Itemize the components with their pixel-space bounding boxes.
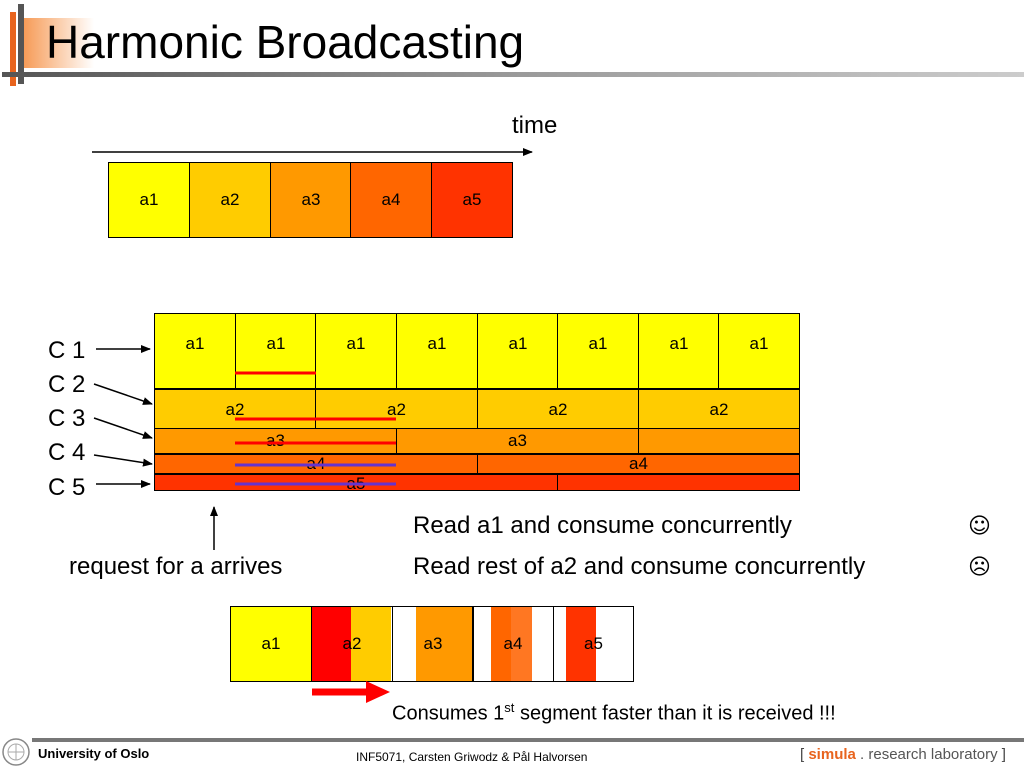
c1-segment: a1: [557, 313, 639, 389]
footer-course: INF5071, Carsten Griwodz & Pål Halvorsen: [356, 750, 588, 764]
bottom-segment-a3-fill: [416, 606, 472, 681]
channel-label-c1: C 1: [48, 337, 86, 364]
channel-label-c4: C 4: [48, 439, 86, 466]
smile-icon: ☺: [968, 514, 991, 539]
footer-lab: [ simula . research laboratory ]: [800, 746, 1006, 763]
c2-segment: a2: [477, 389, 639, 429]
c3-segment: a3: [154, 428, 397, 454]
bottom-segment-a4-fill-2: [511, 606, 532, 681]
c3-segment: a3: [396, 428, 639, 454]
c1-segment: a1: [154, 313, 236, 389]
page-title: Harmonic Broadcasting: [46, 16, 525, 68]
top-segment-a5: a5: [431, 162, 513, 238]
time-label: time: [512, 112, 558, 139]
bottom-segment-a1-fill: [230, 606, 312, 681]
bottom-segment-a5: a5: [553, 606, 634, 682]
c1-segment: a1: [315, 313, 397, 389]
bottom-segment-a2-fill: [351, 606, 391, 681]
consume-arrow-head: [366, 681, 390, 703]
top-segment-a4: a4: [350, 162, 432, 238]
c5-segment: [557, 474, 800, 491]
university-seal-icon: [2, 738, 30, 766]
bottom-segment-a3: a3: [392, 606, 474, 682]
c4-segment: a4: [477, 454, 800, 474]
c2-segment: a2: [638, 389, 800, 429]
c3-arrow: [93, 417, 153, 439]
title-accent-bar-dark: [18, 4, 24, 84]
title-underline: [2, 72, 1024, 77]
read-line-1: Read a1 and consume concurrently: [413, 512, 792, 539]
c1-segment: a1: [396, 313, 478, 389]
footer-university: University of Oslo: [38, 746, 150, 761]
frown-icon: ☹: [968, 555, 991, 580]
channel-label-c3: C 3: [48, 405, 86, 432]
bottom-segment-a5-fill: [566, 606, 596, 681]
title-accent-bar-vertical: [10, 12, 16, 86]
request-label: request for a arrives: [69, 553, 283, 580]
c2-arrow: [93, 383, 153, 405]
c3-segment: [638, 428, 800, 454]
channel-label-c2: C 2: [48, 371, 86, 398]
consumes-note: Consumes 1st segment faster than it is r…: [392, 700, 836, 725]
c1-segment: a1: [718, 313, 800, 389]
bottom-segment-a4-fill: [491, 606, 511, 681]
c1-segment: a1: [638, 313, 720, 389]
c4-arrow: [93, 454, 153, 467]
channel-label-c5: C 5: [48, 474, 86, 501]
read-line-2: Read rest of a2 and consume concurrently: [413, 553, 866, 580]
title-accent-gradient: [24, 18, 94, 68]
top-segment-a2: a2: [189, 162, 271, 238]
c1-segment: a1: [477, 313, 559, 389]
top-segment-a3: a3: [270, 162, 352, 238]
bottom-segment-a2-red-fill: [311, 606, 351, 681]
